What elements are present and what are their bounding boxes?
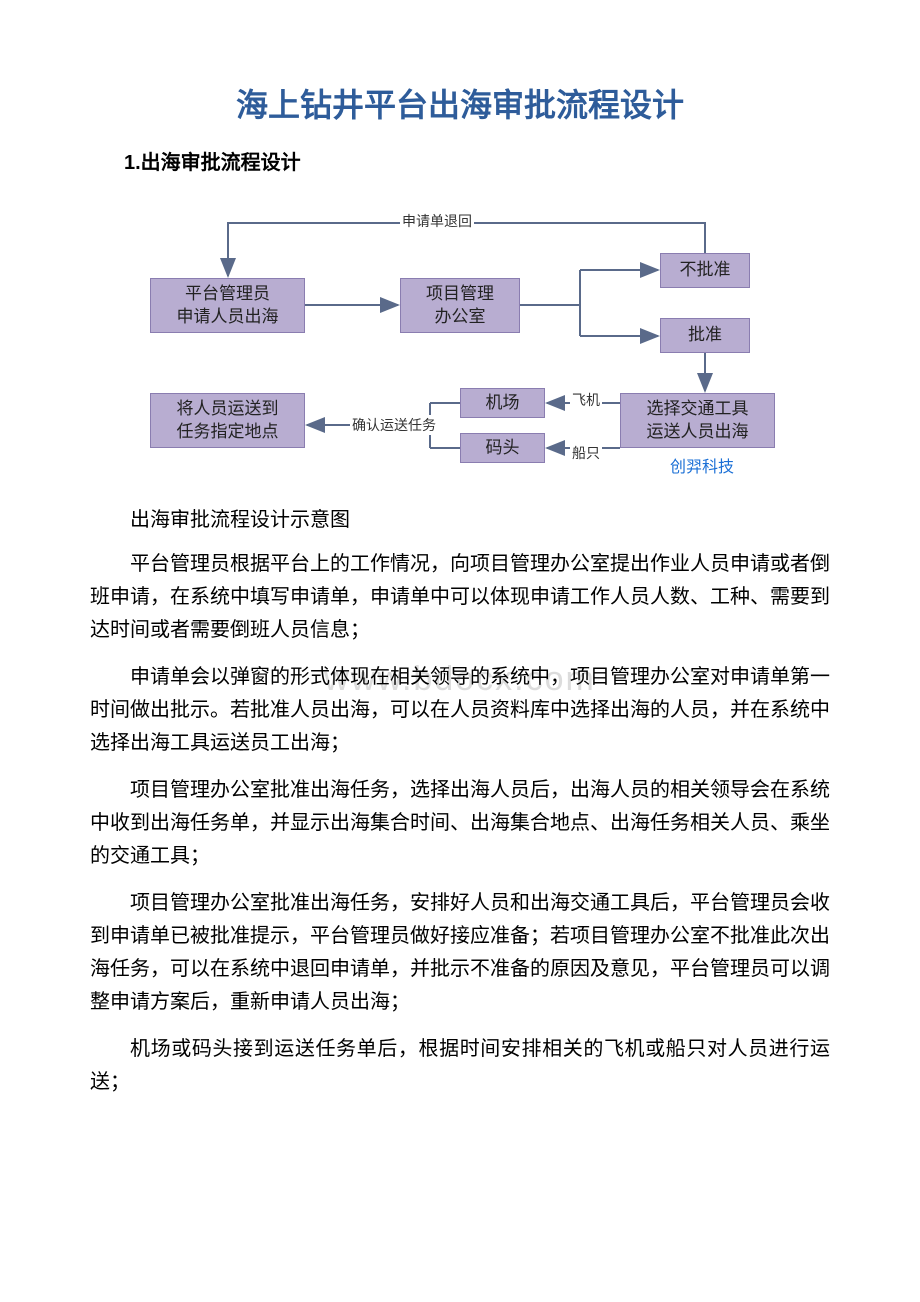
- edge-label-ship: 船只: [570, 443, 602, 463]
- paragraph: 项目管理办公室批准出海任务，选择出海人员后，出海人员的相关领导会在系统中收到出海…: [90, 774, 830, 873]
- page-title: 海上钻井平台出海审批流程设计: [90, 80, 830, 126]
- diagram-caption: 出海审批流程设计示意图: [90, 503, 830, 532]
- edge-label-plane: 飞机: [570, 390, 602, 410]
- node-approve: 批准: [660, 318, 750, 353]
- node-airport: 机场: [460, 388, 545, 418]
- paragraph: 平台管理员根据平台上的工作情况，向项目管理办公室提出作业人员申请或者倒班申请，在…: [90, 548, 830, 647]
- edge-label-return: 申请单退回: [400, 211, 474, 231]
- edge-label-confirm: 确认运送任务: [350, 415, 438, 435]
- node-reject: 不批准: [660, 253, 750, 288]
- brand-label: 创羿科技: [670, 453, 734, 477]
- node-office: 项目管理办公室: [400, 278, 520, 333]
- section-heading: 1.出海审批流程设计: [90, 146, 830, 175]
- paragraph: 申请单会以弹窗的形式体现在相关领导的系统中，项目管理办公室对申请单第一时间做出批…: [90, 661, 830, 760]
- paragraph: 项目管理办公室批准出海任务，安排好人员和出海交通工具后，平台管理员会收到申请单已…: [90, 887, 830, 1019]
- node-applicant: 平台管理员申请人员出海: [150, 278, 305, 333]
- flowchart-diagram: 平台管理员申请人员出海 项目管理办公室 不批准 批准 机场 码头 选择交通工具运…: [140, 193, 780, 483]
- node-transport: 选择交通工具运送人员出海: [620, 393, 775, 448]
- node-dock: 码头: [460, 433, 545, 463]
- node-deliver: 将人员运送到任务指定地点: [150, 393, 305, 448]
- paragraph: 机场或码头接到运送任务单后，根据时间安排相关的飞机或船只对人员进行运送；: [90, 1033, 830, 1099]
